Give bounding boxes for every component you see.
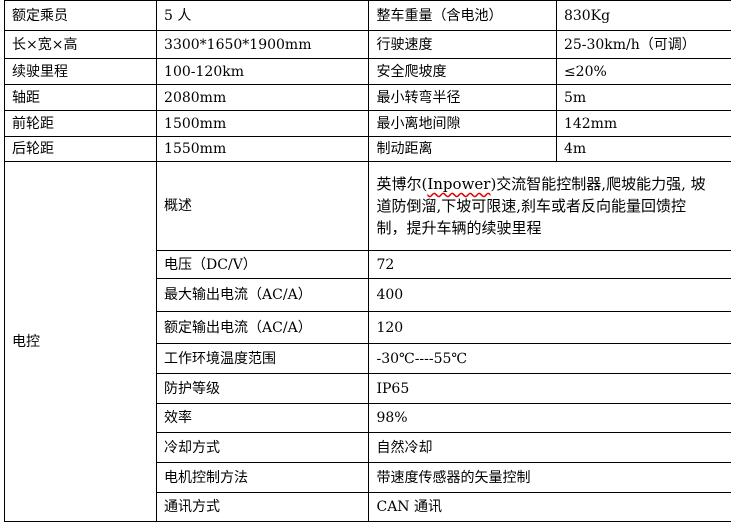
electric-value: -30℃----55℃ — [369, 344, 731, 374]
group-label-electric: 电控 — [5, 162, 157, 522]
spec-value2: 25-30km/h（可调） — [556, 31, 731, 59]
spec-value: 2080mm — [157, 85, 369, 111]
electric-value: IP65 — [369, 374, 731, 404]
electric-label: 电压（DC/V） — [157, 251, 369, 279]
electric-value: 72 — [369, 251, 731, 279]
overview-text: 英博尔(Inpower)交流智能控制器,爬坡能力强, 坡道防倒溜,下坡可限速,刹… — [369, 162, 731, 251]
electric-label: 额定输出电流（AC/A） — [157, 312, 369, 344]
electric-value: CAN 通讯 — [369, 493, 731, 522]
spec-label: 前轮距 — [5, 111, 157, 137]
spec-value2: 4m — [556, 137, 731, 162]
spec-label2: 整车重量（含电池） — [369, 1, 556, 31]
spec-label: 轴距 — [5, 85, 157, 111]
spec-value: 1500mm — [157, 111, 369, 137]
spec-label: 后轮距 — [5, 137, 157, 162]
spec-value: 1550mm — [157, 137, 369, 162]
electric-label: 通讯方式 — [157, 493, 369, 522]
electric-value: 120 — [369, 312, 731, 344]
overview-brand: Inpower — [427, 175, 490, 193]
electric-label: 工作环境温度范围 — [157, 344, 369, 374]
spec-value2: 142mm — [556, 111, 731, 137]
electric-value: 98% — [369, 404, 731, 433]
spec-label: 长×宽×高 — [5, 31, 157, 59]
overview-pre: 英博尔( — [376, 175, 427, 193]
electric-label: 电机控制方法 — [157, 463, 369, 493]
spec-value2: 5m — [556, 85, 731, 111]
spec-label: 续驶里程 — [5, 59, 157, 85]
electric-value: 带速度传感器的矢量控制 — [369, 463, 731, 493]
spec-label2: 最小转弯半径 — [369, 85, 556, 111]
spec-value2: 830Kg — [556, 1, 731, 31]
spec-label2: 行驶速度 — [369, 31, 556, 59]
spec-label2: 最小离地间隙 — [369, 111, 556, 137]
electric-value: 自然冷却 — [369, 433, 731, 463]
electric-label: 冷却方式 — [157, 433, 369, 463]
overview-label: 概述 — [157, 162, 369, 251]
electric-value: 400 — [369, 279, 731, 312]
spec-value: 100-120km — [157, 59, 369, 85]
spec-value: 5 人 — [157, 1, 369, 31]
spec-label2: 安全爬坡度 — [369, 59, 556, 85]
electric-label: 效率 — [157, 404, 369, 433]
spec-value2: ≤20% — [556, 59, 731, 85]
spec-value: 3300*1650*1900mm — [157, 31, 369, 59]
spec-label: 额定乘员 — [5, 1, 157, 31]
electric-label: 最大输出电流（AC/A） — [157, 279, 369, 312]
spec-label2: 制动距离 — [369, 137, 556, 162]
electric-label: 防护等级 — [157, 374, 369, 404]
